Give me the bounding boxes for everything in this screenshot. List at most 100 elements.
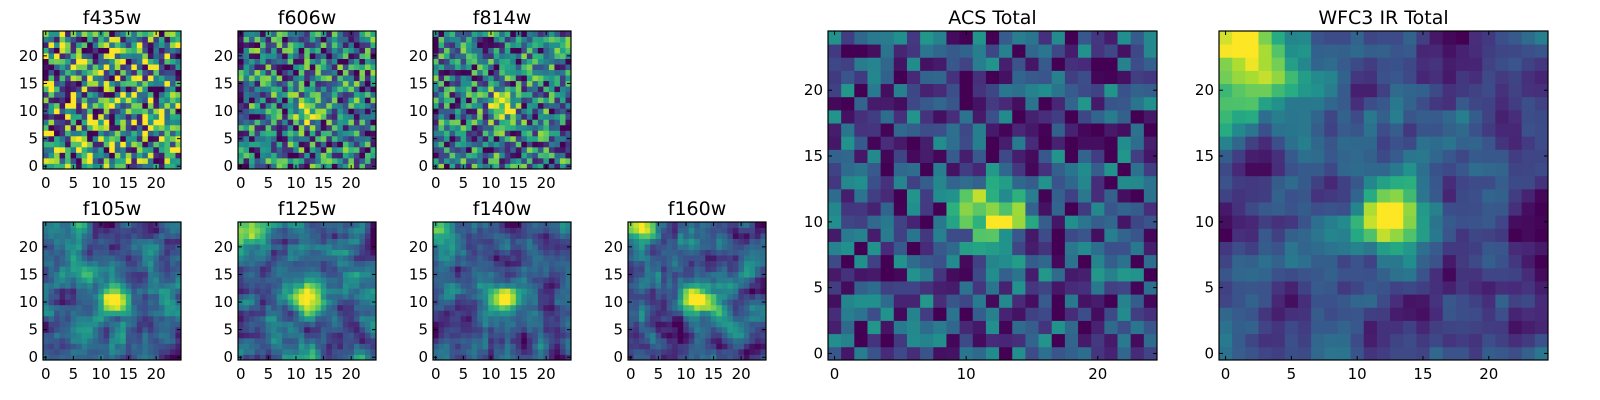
heatmap-cell	[554, 222, 561, 228]
heatmap-cell	[337, 222, 344, 228]
heatmap-cell	[650, 304, 656, 311]
heatmap-cell	[532, 271, 539, 278]
heatmap-cell	[169, 124, 176, 131]
heatmap-cell	[249, 299, 255, 306]
heatmap-cell	[175, 86, 182, 93]
heatmap-cell	[342, 130, 349, 137]
heatmap-cell	[867, 267, 882, 282]
heatmap-cell	[109, 260, 116, 267]
heatmap-cell	[738, 238, 745, 245]
heatmap-cell	[828, 333, 842, 348]
heatmap-cell	[438, 47, 445, 54]
heatmap-cell	[254, 108, 261, 115]
heatmap-cell	[158, 124, 165, 131]
heatmap-cell	[147, 343, 154, 350]
heatmap-cell	[98, 135, 105, 142]
heatmap-cell	[515, 227, 522, 234]
heatmap-cell	[677, 293, 684, 300]
heatmap-cell	[298, 53, 305, 59]
heatmap-cell	[543, 152, 550, 159]
heatmap-cell	[337, 227, 344, 234]
heatmap-cell	[331, 255, 338, 262]
heatmap-cell	[65, 108, 71, 115]
heatmap-cell	[1091, 241, 1105, 256]
heatmap-cell	[287, 271, 294, 278]
heatmap-cell	[103, 113, 110, 120]
heatmap-cell	[455, 321, 461, 328]
heatmap-cell	[131, 58, 138, 65]
heatmap-cell	[142, 249, 149, 256]
heatmap-cell	[260, 47, 266, 54]
heatmap-cell	[661, 315, 668, 322]
heatmap-cell	[337, 31, 344, 37]
heatmap-cell	[98, 326, 105, 333]
heatmap-cell	[359, 315, 366, 322]
heatmap-cell	[633, 299, 640, 306]
heatmap-cell	[131, 53, 138, 59]
heatmap-cell	[98, 337, 105, 344]
heatmap-cell	[315, 326, 322, 333]
heatmap-cell	[320, 266, 327, 273]
heatmap-cell	[175, 266, 182, 273]
heatmap-cell	[254, 233, 261, 239]
heatmap-cell	[304, 102, 311, 109]
heatmap-cell	[727, 255, 734, 262]
heatmap-cell	[477, 260, 484, 267]
heatmap-cell	[661, 299, 668, 306]
heatmap-cell	[158, 152, 165, 159]
heatmap-cell	[1117, 215, 1132, 229]
heatmap-cell	[721, 266, 728, 273]
heatmap-cell	[54, 277, 60, 284]
heatmap-cell	[477, 293, 484, 300]
heatmap-cell	[276, 354, 283, 361]
heatmap-cell	[683, 238, 690, 245]
heatmap-cell	[65, 58, 71, 65]
heatmap-cell	[142, 80, 149, 87]
heatmap-cell	[504, 315, 511, 322]
heatmap-cell	[521, 348, 528, 355]
heatmap-cell	[315, 304, 322, 311]
heatmap-cell	[477, 146, 484, 153]
heatmap-cell	[732, 222, 739, 228]
heatmap-cell	[65, 277, 71, 284]
heatmap-cell	[98, 244, 105, 250]
heatmap-cell	[298, 315, 305, 322]
heatmap-cell	[688, 271, 695, 278]
heatmap-cell	[526, 299, 533, 306]
heatmap-cell	[136, 135, 143, 142]
heatmap-cell	[158, 343, 165, 350]
heatmap-cell	[449, 80, 456, 87]
heatmap-cell	[48, 299, 55, 306]
heatmap-cell	[906, 149, 921, 163]
heatmap-cell	[164, 163, 171, 170]
heatmap-cell	[688, 260, 695, 267]
heatmap-cell	[282, 260, 289, 267]
heatmap-cell	[1117, 320, 1132, 335]
heatmap-cell	[521, 64, 528, 71]
heatmap-cell	[48, 130, 55, 137]
heatmap-cell	[359, 91, 366, 98]
heatmap-cell	[59, 69, 66, 76]
heatmap-cell	[1051, 281, 1066, 295]
heatmap-cell	[260, 233, 266, 239]
heatmap-cell	[633, 293, 640, 300]
heatmap-cell	[169, 163, 176, 170]
heatmap-cell	[309, 80, 316, 87]
heatmap-cell	[43, 113, 49, 120]
heatmap-cell	[364, 91, 371, 98]
heatmap-cell	[683, 266, 690, 273]
heatmap-cell	[370, 58, 377, 65]
heatmap-cell	[559, 141, 566, 148]
heatmap-cell	[455, 222, 461, 228]
heatmap-cell	[337, 321, 344, 328]
heatmap-cell	[293, 233, 300, 239]
heatmap-cell	[705, 299, 712, 306]
heatmap-cell	[48, 47, 55, 54]
heatmap-cell	[238, 315, 244, 322]
heatmap-cell	[147, 31, 154, 37]
heatmap-cell	[287, 255, 294, 262]
heatmap-cell	[1051, 241, 1066, 256]
heatmap-cell	[169, 53, 176, 59]
heatmap-cell	[271, 304, 278, 311]
heatmap-cell	[320, 293, 327, 300]
